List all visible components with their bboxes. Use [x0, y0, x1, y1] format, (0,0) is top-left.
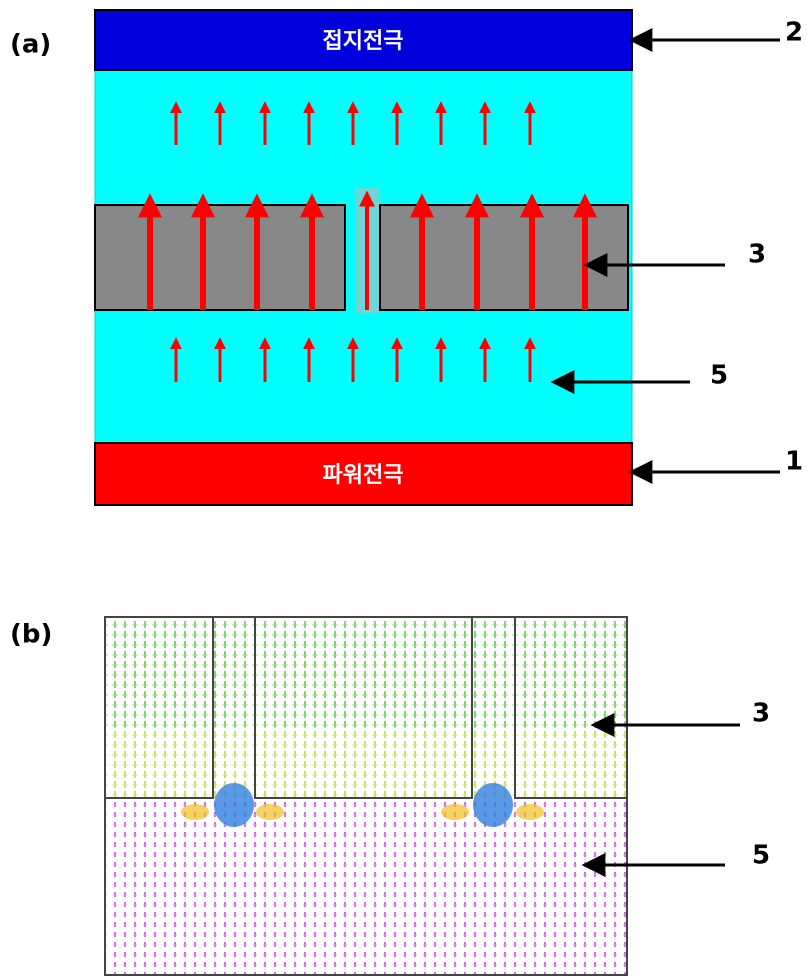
callout: 3	[748, 240, 766, 270]
power-electrode	[94, 442, 633, 506]
callout: 1	[785, 447, 803, 477]
callout: 2	[785, 18, 803, 48]
substrate-block	[94, 204, 346, 311]
edge-field	[181, 804, 544, 820]
panel-tag: (b)	[10, 620, 52, 650]
callout: 5	[710, 361, 728, 391]
structure-outline	[104, 616, 628, 976]
callout: 3	[752, 699, 770, 729]
edge-field	[214, 783, 513, 827]
field-map	[105, 617, 627, 727]
field-map	[105, 727, 627, 798]
callout: 5	[752, 841, 770, 871]
ground-electrode	[94, 9, 633, 71]
substrate-block	[379, 204, 629, 311]
electrode-label: 접지전극	[323, 29, 404, 54]
panel-tag: (a)	[10, 30, 51, 60]
field-arrows	[138, 101, 597, 382]
electrode-label: 파워전극	[323, 463, 404, 488]
field-map	[105, 798, 627, 975]
